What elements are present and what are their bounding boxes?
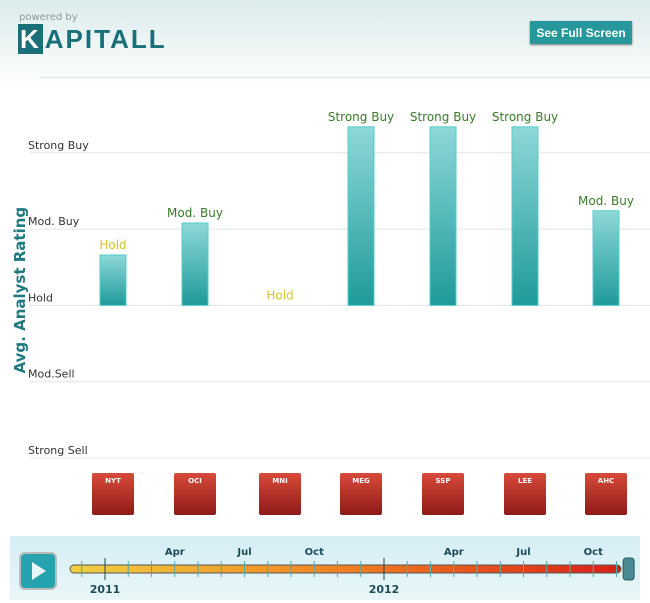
month-label: Apr bbox=[444, 547, 464, 558]
ticker-label: AHC bbox=[598, 477, 614, 485]
bar-lee bbox=[511, 126, 539, 306]
y-tick-label: Strong Buy bbox=[28, 139, 89, 152]
logo-text: APITALL bbox=[44, 24, 167, 54]
ticker-logo-mni[interactable]: MNI bbox=[259, 473, 301, 515]
rating-chart: Strong Buy Mod. Buy Hold Mod.Sell Strong Sel… bbox=[11, 110, 650, 515]
see-full-screen-button[interactable]: See Full Screen bbox=[530, 21, 632, 44]
ticker-label: LEE bbox=[518, 477, 532, 485]
timeline-track bbox=[69, 564, 622, 574]
ticker-logo-oci[interactable]: OCI bbox=[174, 473, 216, 515]
bar-ahc bbox=[592, 210, 620, 306]
ticker-label: OCI bbox=[188, 477, 202, 485]
timeline-slider[interactable]: 2011 2012 Apr Jul Oct Apr Jul Oct bbox=[10, 536, 640, 600]
ticker-logo-ssp[interactable]: SSP bbox=[422, 473, 464, 515]
kapitall-logo[interactable]: K APITALL bbox=[18, 24, 167, 55]
ticker-logo-lee[interactable]: LEE bbox=[504, 473, 546, 515]
bar-meg bbox=[347, 126, 375, 306]
month-label: Jul bbox=[236, 547, 251, 558]
y-tick-label: Hold bbox=[28, 291, 53, 304]
divider bbox=[40, 77, 650, 78]
logo-tile bbox=[259, 473, 301, 515]
ticker-label: MNI bbox=[272, 477, 287, 485]
ticker-logo-meg[interactable]: MEG bbox=[340, 473, 382, 515]
month-label: Oct bbox=[305, 547, 324, 558]
logo-tile bbox=[504, 473, 546, 515]
logo-k: K bbox=[18, 24, 43, 54]
data-label: Strong Buy bbox=[492, 110, 558, 124]
ticker-logo-nyt[interactable]: NYT bbox=[92, 473, 134, 515]
y-tick-label: Strong Sell bbox=[28, 444, 88, 457]
month-label: Oct bbox=[584, 547, 603, 558]
bar-nyt bbox=[99, 254, 127, 306]
month-label: Jul bbox=[515, 547, 530, 558]
timeline-handle[interactable] bbox=[622, 557, 635, 581]
logo-tile bbox=[340, 473, 382, 515]
play-button[interactable] bbox=[19, 552, 57, 590]
powered-by-label: powered by bbox=[19, 12, 78, 23]
timeline: 2011 2012 Apr Jul Oct Apr Jul Oct bbox=[10, 536, 640, 600]
data-label: Strong Buy bbox=[410, 110, 476, 124]
data-label: Strong Buy bbox=[328, 110, 394, 124]
month-label: Apr bbox=[165, 547, 185, 558]
data-label: Hold bbox=[266, 288, 293, 302]
ticker-logo-ahc[interactable]: AHC bbox=[585, 473, 627, 515]
ticker-label: SSP bbox=[436, 477, 451, 485]
data-label: Mod. Buy bbox=[578, 194, 634, 208]
data-label: Hold bbox=[99, 238, 126, 252]
y-tick-label: Mod.Sell bbox=[28, 368, 75, 381]
logo-tile bbox=[422, 473, 464, 515]
bar-ssp bbox=[429, 126, 457, 306]
ticker-label: NYT bbox=[105, 477, 121, 485]
bar-oci bbox=[181, 222, 209, 306]
ticker-label: MEG bbox=[352, 477, 370, 485]
year-label: 2012 bbox=[369, 583, 400, 596]
header: powered by K APITALL See Full Screen bbox=[0, 0, 650, 90]
year-label: 2011 bbox=[90, 583, 121, 596]
data-label: Mod. Buy bbox=[167, 206, 223, 220]
y-axis-title: Avg. Analyst Rating bbox=[11, 207, 29, 374]
logo-tile bbox=[92, 473, 134, 515]
y-tick-label: Mod. Buy bbox=[28, 215, 80, 228]
logo-tile bbox=[174, 473, 216, 515]
logo-tile bbox=[585, 473, 627, 515]
